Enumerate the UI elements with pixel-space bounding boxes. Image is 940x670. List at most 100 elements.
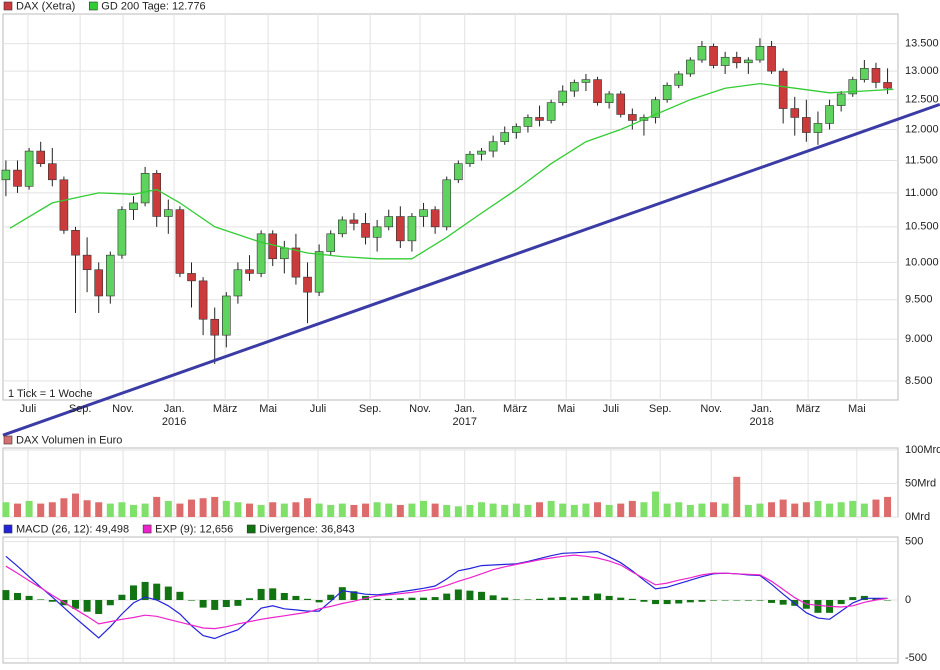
candle-body: [71, 230, 80, 256]
volume-bar: [744, 504, 752, 517]
candle-body: [523, 117, 533, 127]
x-tick-label: Juli: [310, 403, 327, 415]
candle-body: [836, 93, 846, 106]
volume-bar: [802, 502, 810, 517]
x-year-label: 2017: [452, 416, 476, 428]
volume-bar: [234, 502, 242, 517]
candle-body: [802, 117, 811, 133]
volume-bar: [489, 503, 497, 517]
y-tick-label: 12.000: [905, 123, 939, 135]
candle-body: [372, 226, 382, 238]
divergence-bar: [837, 600, 845, 605]
divergence-bar: [628, 598, 636, 600]
volume-bar: [710, 502, 718, 517]
volume-bar: [605, 504, 613, 517]
y-tick-label: 50Mrd: [905, 477, 936, 489]
candle-body: [871, 68, 881, 83]
trend-line: [2, 102, 940, 437]
y-tick-label: 9.000: [905, 333, 933, 345]
x-tick-label: Mai: [259, 403, 277, 415]
legend-label: MACD (26, 12): 49,498: [16, 523, 129, 535]
divergence-bar: [14, 593, 22, 600]
divergence-bar: [280, 593, 288, 600]
divergence-bar: [756, 600, 764, 601]
x-tick-label: Mai: [848, 403, 866, 415]
x-tick-label: Sep.: [359, 403, 382, 415]
divergence-bar: [304, 598, 312, 600]
divergence-bar: [478, 591, 486, 600]
y-tick-label: 100Mrd: [905, 444, 940, 456]
candle-body: [465, 153, 475, 164]
divergence-bar: [640, 600, 648, 602]
volume-bar: [211, 496, 219, 517]
legend-swatch: [3, 1, 13, 11]
candle-body: [535, 117, 544, 121]
divergence-bar: [721, 600, 729, 601]
candle-body: [651, 99, 660, 118]
annotation: 1 Tick = 1 Woche: [8, 388, 92, 400]
volume-bar: [791, 503, 799, 517]
legend-label: GD 200 Tage: 12.776: [101, 0, 205, 12]
divergence-bar: [269, 588, 277, 600]
divergence-bar: [118, 594, 126, 600]
volume-bar: [443, 504, 451, 517]
divergence-bar: [768, 600, 776, 603]
legend-label: DAX Volumen in Euro: [16, 434, 122, 446]
y-tick-label: 8.500: [905, 375, 933, 387]
x-tick-label: Jan.: [454, 403, 475, 415]
divergence-bar: [396, 598, 404, 600]
divergence-bar: [408, 597, 416, 600]
volume-bar: [756, 503, 764, 517]
divergence-bar: [698, 600, 706, 602]
x-tick-label: März: [213, 403, 237, 415]
volume-bar: [501, 504, 509, 517]
divergence-bar: [292, 595, 300, 600]
y-tick-label: -500: [905, 652, 927, 664]
candle-body: [36, 150, 46, 164]
candle-body: [419, 209, 428, 217]
x-tick-label: Jan.: [164, 403, 185, 415]
divergence-bar: [443, 593, 451, 600]
volume-bar: [884, 496, 892, 517]
divergence-bar: [385, 598, 393, 600]
divergence-bar: [652, 600, 660, 605]
volume-bar: [83, 500, 91, 517]
volume-bar: [25, 500, 33, 517]
volume-bar: [860, 503, 868, 517]
candle-body: [140, 173, 150, 204]
y-tick-label: 0Mrd: [905, 511, 930, 523]
volume-bar: [222, 500, 230, 517]
candle-body: [500, 132, 510, 143]
candle-body: [860, 68, 869, 80]
candle-body: [512, 126, 521, 133]
volume-bar: [652, 491, 660, 517]
legend-swatch: [3, 435, 13, 445]
candle-body: [546, 102, 556, 121]
candle-body: [349, 219, 359, 224]
divergence-bar: [257, 588, 265, 600]
candle-body: [442, 179, 452, 228]
candle-body: [59, 179, 69, 231]
candle-body: [303, 276, 312, 293]
divergence-bar: [744, 600, 752, 601]
divergence-bar: [814, 600, 822, 613]
volume-bar: [466, 504, 474, 517]
candle-body: [280, 247, 289, 260]
volume-bar: [547, 500, 555, 517]
candle-body: [790, 108, 800, 118]
candle-body: [570, 82, 579, 92]
y-tick-label: 500: [905, 536, 923, 548]
volume-bar: [176, 503, 184, 517]
divergence-bar: [350, 591, 358, 600]
candle-body: [674, 73, 684, 86]
volume-bar: [814, 500, 822, 517]
divergence-bar: [605, 595, 613, 600]
divergence-bar: [431, 597, 439, 600]
volume-bar: [512, 503, 520, 517]
divergence-bar: [25, 595, 33, 600]
volume-bar: [524, 504, 532, 517]
candle-body: [709, 46, 718, 66]
y-tick-label: 0: [905, 594, 911, 606]
divergence-bar: [512, 599, 520, 600]
